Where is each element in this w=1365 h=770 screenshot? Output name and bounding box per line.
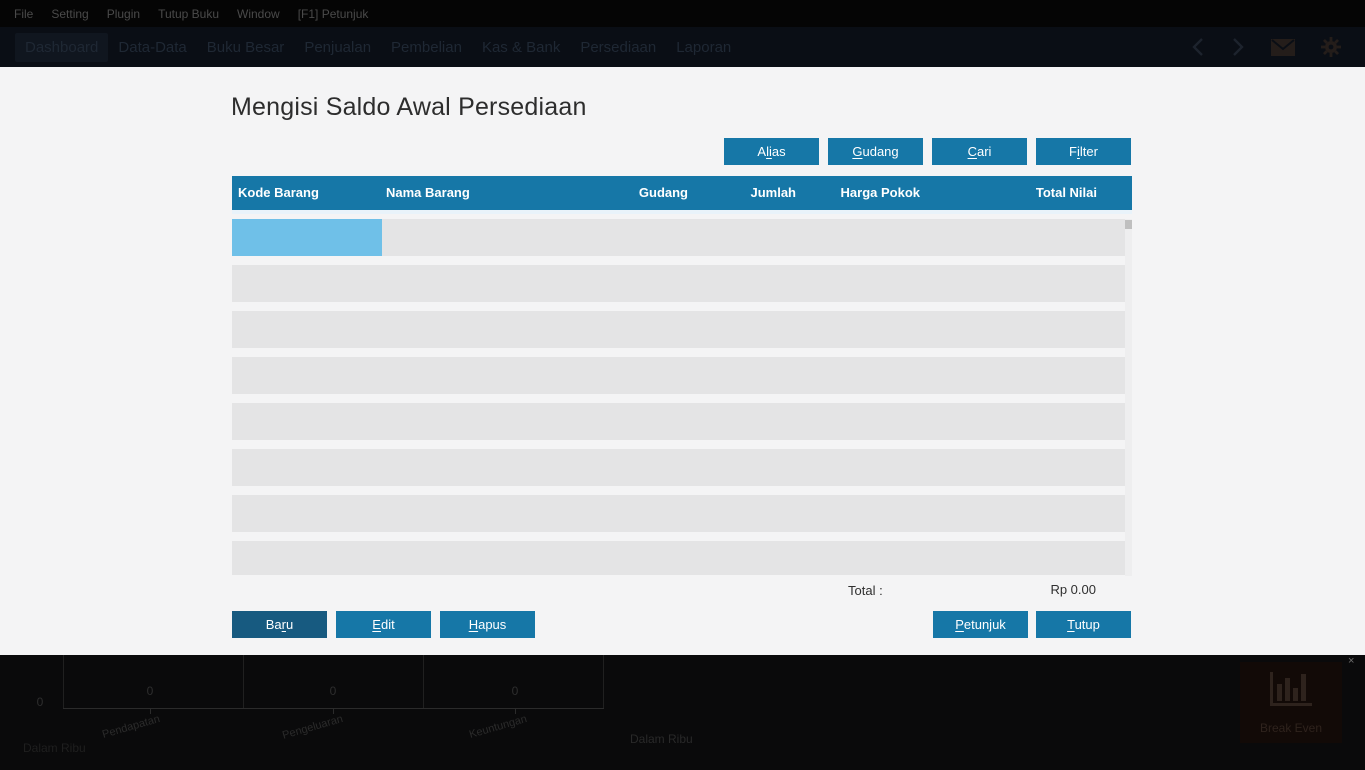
menu-setting[interactable]: Setting [51, 6, 89, 21]
table-row[interactable] [232, 403, 1125, 440]
chart-tick [515, 709, 516, 714]
column-kode-barang[interactable]: Kode Barang [238, 185, 319, 200]
chevron-right-icon[interactable] [1231, 37, 1245, 57]
navbar: Dashboard Data-Data Buku Besar Penjualan… [0, 27, 1365, 67]
chart-axis-x [63, 708, 604, 709]
nav-dashboard[interactable]: Dashboard [15, 32, 109, 62]
bar-chart-icon [1268, 670, 1314, 715]
dialog-saldo-awal-persediaan: Mengisi Saldo Awal Persediaan Alias Guda… [0, 67, 1365, 655]
table-row[interactable] [232, 311, 1125, 348]
column-gudang[interactable]: Gudang [638, 185, 688, 200]
column-jumlah[interactable]: Jumlah [750, 185, 796, 200]
chart-value-label: 0 [329, 684, 337, 698]
nav-pembelian[interactable]: Pembelian [391, 38, 462, 56]
cari-button[interactable]: Cari [932, 138, 1027, 165]
nav-penjualan[interactable]: Penjualan [304, 38, 372, 56]
filter-button[interactable]: Filter [1036, 138, 1131, 165]
chart-grid-line [243, 655, 244, 708]
table-row[interactable] [232, 495, 1125, 532]
chevron-left-icon[interactable] [1191, 37, 1205, 57]
table-row[interactable] [232, 541, 1125, 575]
break-even-tile[interactable]: Break Even [1240, 662, 1342, 743]
scrollbar-thumb[interactable] [1125, 220, 1132, 229]
hapus-button[interactable]: Hapus [440, 611, 535, 638]
total-label: Total : [848, 583, 883, 598]
nav-buku-besar[interactable]: Buku Besar [206, 38, 285, 56]
chart-category-pengeluaran: Pengeluaran [281, 713, 345, 742]
chart-unit-label: Dalam Ribu [630, 732, 693, 746]
table-row[interactable] [232, 265, 1125, 302]
alias-button[interactable]: Alias [724, 138, 819, 165]
nav-kas-bank[interactable]: Kas & Bank [481, 38, 561, 56]
table-scrollbar[interactable] [1125, 219, 1132, 576]
chart-unit-label: Dalam Ribu [23, 741, 86, 755]
mail-icon[interactable] [1271, 38, 1295, 56]
nav-data-data[interactable]: Data-Data [118, 38, 187, 56]
chart-category-pendapatan: Pendapatan [100, 713, 162, 741]
column-harga-pokok[interactable]: Harga Pokok [840, 185, 920, 200]
baru-button[interactable]: Baru [232, 611, 327, 638]
menu-plugin[interactable]: Plugin [106, 6, 141, 21]
close-icon[interactable]: × [1348, 655, 1355, 667]
menu-window[interactable]: Window [237, 6, 280, 21]
column-total-nilai[interactable]: Total Nilai [1035, 185, 1097, 200]
column-nama-barang[interactable]: Nama Barang [386, 185, 470, 200]
menubar: File Setting Plugin Tutup Buku Window [F… [0, 0, 1365, 27]
chart-value-label: 0 [511, 684, 519, 698]
nav-persediaan[interactable]: Persediaan [580, 38, 657, 56]
chart-y-tick-label: 0 [36, 695, 44, 709]
petunjuk-button[interactable]: Petunjuk [933, 611, 1028, 638]
chart-tick [150, 709, 151, 714]
table-row[interactable] [232, 357, 1125, 394]
selected-cell[interactable] [232, 219, 382, 256]
menu-petunjuk[interactable]: [F1] Petunjuk [297, 6, 369, 21]
gudang-button[interactable]: Gudang [828, 138, 923, 165]
nav-items: Dashboard Data-Data Buku Besar Penjualan… [0, 32, 741, 62]
gear-icon[interactable] [1321, 37, 1341, 57]
chart-category-keuntungan: Keuntungan [467, 713, 529, 741]
chart-grid-line [603, 655, 604, 708]
table-row[interactable] [232, 219, 1125, 256]
tutup-button[interactable]: Tutup [1036, 611, 1131, 638]
total-value: Rp 0.00 [1050, 582, 1096, 597]
chart-value-label: 0 [146, 684, 154, 698]
table-header: Kode Barang Nama Barang Gudang Jumlah Ha… [232, 176, 1132, 210]
header-separator [232, 210, 1132, 214]
chart-axis-y [63, 655, 64, 708]
table-row[interactable] [232, 449, 1125, 486]
menu-file[interactable]: File [14, 6, 34, 21]
menu-tutup-buku[interactable]: Tutup Buku [158, 6, 219, 21]
dimmed-background: × 0 0 0 0 Pendapatan Pengeluaran Keuntun… [0, 655, 1365, 770]
nav-laporan[interactable]: Laporan [676, 38, 732, 56]
page-title: Mengisi Saldo Awal Persediaan [231, 93, 587, 121]
chart-grid-line [423, 655, 424, 708]
edit-button[interactable]: Edit [336, 611, 431, 638]
break-even-label: Break Even [1259, 721, 1323, 735]
nav-icons [1191, 37, 1365, 57]
chart-tick [333, 709, 334, 714]
